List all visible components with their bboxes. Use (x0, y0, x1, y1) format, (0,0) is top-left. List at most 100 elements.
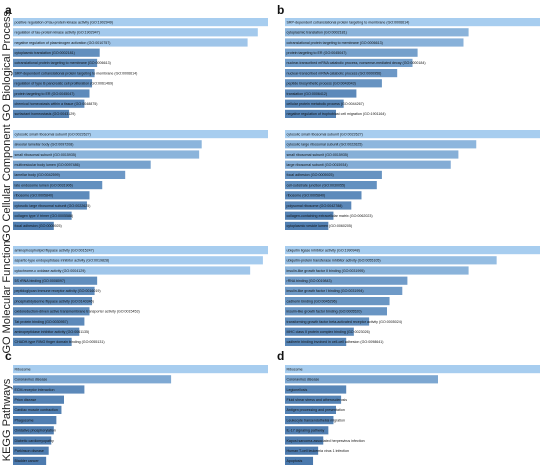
bar-label-d-2: Coronavirus disease (287, 378, 320, 382)
bar-b-go-cellular-component-2 (285, 140, 477, 149)
bar-a-go-cellular-component-8 (13, 201, 87, 210)
bar-label-a-7: regulation of type B pancreatic cell pro… (15, 82, 114, 86)
bar-c-kegg-pathways-7 (13, 426, 54, 435)
bar-b-go-biological-process-2 (285, 28, 469, 37)
bar-label-a-3: negative regulation of plasminogen activ… (15, 41, 111, 45)
bar-label-c-7: Oxidative phosphorylation (15, 429, 56, 433)
bar-label-a-6: phosphatidylserine flippase activity (GO… (15, 299, 94, 303)
bar-label-c-6: Phagosome (15, 418, 34, 422)
bar-label-b-6: nuclear-transcribed mRNA catabolic proce… (287, 71, 382, 75)
bar-label-d-10: Apoptosis (287, 459, 303, 463)
bar-label-b-4: large ribosomal subunit (GO:0015934) (287, 163, 348, 167)
bar-label-d-5: Antigen processing and presentation (287, 408, 345, 412)
bar-label-b-7: ribosome (GO:0005840) (287, 194, 326, 198)
bar-label-a-7: oxidoreduction-driven active transmembra… (15, 310, 140, 314)
bar-label-d-4: Fluid shear stress and atherosclerosis (287, 398, 348, 402)
bar-label-b-6: cell-substrate junction (GO:0030055) (287, 183, 346, 187)
bar-a-go-cellular-component-9 (13, 211, 72, 220)
bar-label-b-10: negative regulation of trophoblast cell … (287, 112, 386, 116)
bar-b-go-biological-process-7 (285, 79, 382, 88)
bar-label-c-1: Ribosome (15, 367, 31, 371)
bar-label-a-8: Tat protein binding (GO:0030957) (15, 320, 68, 324)
bar-b-go-cellular-component-4 (285, 160, 451, 169)
bar-a-go-cellular-component-7 (13, 191, 90, 200)
bar-label-c-4: Prion disease (15, 398, 37, 402)
bar-label-b-9: MHC class II protein complex binding (GO… (287, 330, 370, 334)
bar-a-go-molecular-function-1 (13, 246, 268, 255)
bar-b-go-cellular-component-5 (285, 170, 382, 179)
bar-a-go-biological-process-2 (13, 28, 258, 37)
bar-b-go-cellular-component-1 (285, 130, 540, 139)
row-title-1: GO Biological Process (1, 10, 13, 121)
bar-c-kegg-pathways-2 (13, 375, 172, 384)
bar-label-a-8: cytosolic large ribosomal subunit (GO:00… (15, 204, 91, 208)
bar-label-b-5: nuclear-transcribed mRNA catabolic proce… (287, 61, 426, 65)
panel-letter-b: b (277, 3, 284, 17)
bar-b-go-cellular-component-7 (285, 191, 362, 200)
bar-label-a-4: 5S rRNA binding (GO:0008097) (15, 279, 66, 283)
bar-label-b-9: cellular protein metabolic process (GO:0… (287, 102, 364, 106)
bar-label-a-9: chemical homeostasis within a tissue (GO… (15, 102, 98, 106)
bar-label-a-3: cytochrome-c oxidase activity (GO:000412… (15, 269, 86, 273)
bar-d-kegg-pathways-10 (285, 456, 314, 465)
bar-label-b-4: protein targeting to ER (GO:0045047) (287, 51, 347, 55)
bar-a-go-molecular-function-7 (13, 307, 90, 316)
bar-label-a-1: aminophospholipid flippase activity (GO:… (15, 248, 94, 252)
bar-label-c-5: Cardiac muscle contraction (15, 408, 58, 412)
row-title-3: GO Molecular Function (1, 240, 13, 353)
bar-b-go-biological-process-6 (285, 69, 398, 78)
bar-label-c-10: Bladder cancer (15, 459, 40, 463)
bar-b-go-molecular-function-1 (285, 246, 540, 255)
bar-label-a-2: alveolar lamellar body (GO:0097208) (15, 143, 74, 147)
bar-label-b-1: SRP-dependent cotranslational protein ta… (287, 20, 410, 24)
bar-c-kegg-pathways-10 (13, 456, 47, 465)
bar-b-go-molecular-function-8 (285, 317, 370, 326)
bar-a-go-molecular-function-3 (13, 266, 251, 275)
bar-a-go-biological-process-10 (13, 109, 70, 118)
bar-label-a-9: collagen type V trimer (GO:0005588) (15, 214, 74, 218)
bar-d-kegg-pathways-1 (285, 365, 540, 374)
bar-a-go-cellular-component-6 (13, 181, 103, 190)
bar-label-b-10: cadherin binding involved in cell-cell a… (287, 340, 384, 344)
bar-b-go-molecular-function-6 (285, 297, 390, 306)
bar-a-go-molecular-function-10 (13, 337, 72, 346)
bar-label-a-6: late endosome lumen (GO:0031906) (15, 183, 73, 187)
bar-b-go-biological-process-4 (285, 48, 418, 57)
panel-letter-c: c (5, 349, 12, 363)
bar-b-go-molecular-function-4 (285, 276, 408, 285)
bar-label-b-3: small ribosomal subunit (GO:0015935) (287, 153, 349, 157)
bar-b-go-biological-process-8 (285, 89, 357, 98)
bar-label-a-1: cytosolic small ribosomal subunit (GO:00… (15, 132, 91, 136)
bar-a-go-biological-process-4 (13, 48, 100, 57)
bar-label-a-7: ribosome (GO:0005840) (15, 194, 54, 198)
bar-label-d-7: IL-17 signaling pathway (287, 429, 325, 433)
bar-b-go-molecular-function-10 (285, 337, 347, 346)
bar-label-c-3: ECM-receptor interaction (15, 388, 55, 392)
bar-b-go-biological-process-10 (285, 109, 336, 118)
bar-label-b-1: ubiquitin ligase inhibitor activity (GO:… (287, 248, 360, 252)
bar-a-go-biological-process-7 (13, 79, 93, 88)
bar-a-go-cellular-component-1 (13, 130, 268, 139)
bar-label-b-10: cytoplasmic vesicle lumen (GO:0060205) (287, 224, 353, 228)
bar-label-a-2: aspartic-type endopeptidase inhibitor ac… (15, 259, 110, 263)
bar-d-kegg-pathways-6 (285, 416, 334, 425)
row-title-2: GO Cellular Component (1, 124, 13, 241)
bar-b-go-biological-process-3 (285, 38, 464, 47)
bar-a-go-biological-process-8 (13, 89, 90, 98)
panel-letter-a: a (5, 3, 12, 17)
bar-b-go-molecular-function-7 (285, 307, 387, 316)
bar-label-d-9: Human T-cell leukemia virus 1 infection (287, 449, 349, 453)
bar-label-a-8: protein targeting to ER (GO:0045047) (15, 92, 75, 96)
bar-a-go-cellular-component-3 (13, 150, 200, 159)
bar-label-a-3: small ribosomal subunit (GO:0015935) (15, 153, 77, 157)
bar-label-a-6: SRP-dependent cotranslational protein ta… (15, 71, 138, 75)
bar-label-b-3: insulin-like growth factor II binding (G… (287, 269, 365, 273)
bar-label-b-8: transforming growth factor beta-activate… (287, 320, 402, 324)
bar-label-a-4: multivesicular body lumen (GO:0097486) (15, 163, 80, 167)
bar-label-b-2: cytoplasmic translation (GO:0002181) (287, 31, 347, 35)
bar-label-d-1: Ribosome (287, 367, 303, 371)
bar-a-go-cellular-component-10 (13, 221, 54, 230)
bar-label-c-2: Coronavirus disease (15, 378, 48, 382)
row-title-4: KEGG Pathways (1, 378, 13, 461)
